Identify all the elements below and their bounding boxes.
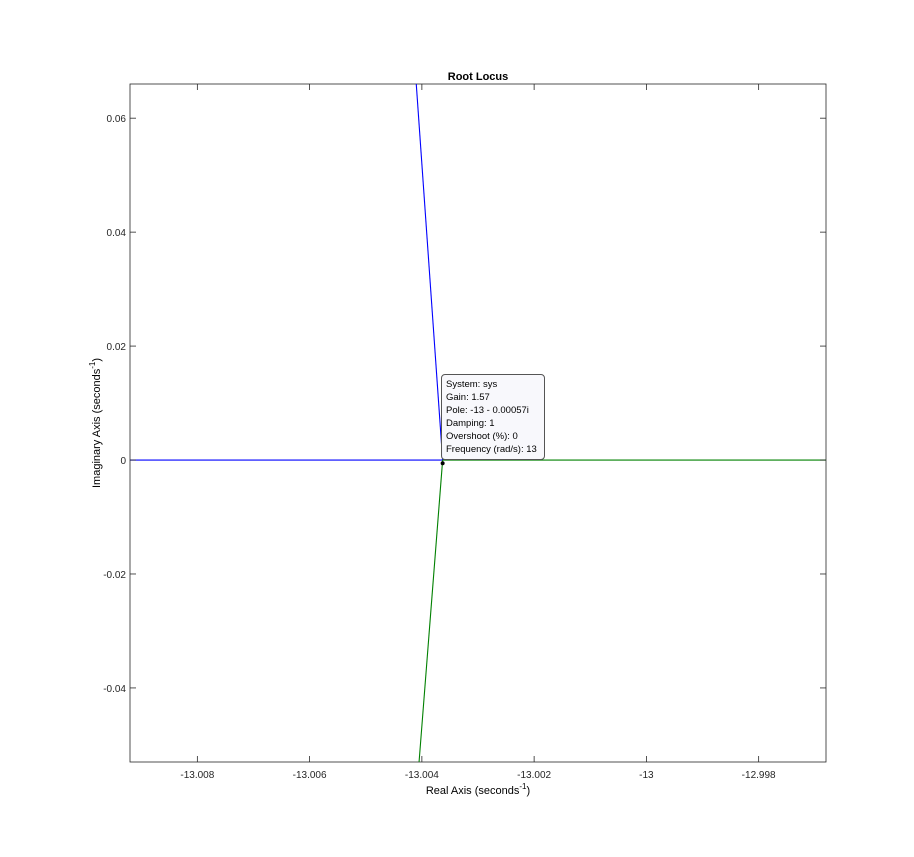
x-tick-label: -13.008 <box>180 770 214 781</box>
chart-title: Root Locus <box>448 71 509 83</box>
series-layer <box>130 83 826 763</box>
x-tick-label: -13.006 <box>293 770 327 781</box>
datatip-system: System: sys <box>446 379 498 390</box>
x-tick-label: -13.002 <box>517 770 551 781</box>
marker-layer <box>440 461 445 466</box>
y-tick-label: -0.04 <box>103 684 126 695</box>
datatip-damping: Damping: 1 <box>446 418 495 429</box>
y-tick-label: 0.06 <box>107 114 127 125</box>
x-axis-label: Real Axis (seconds-1) <box>426 782 530 797</box>
locus-branch-2-2 <box>418 459 444 763</box>
datatip-gain: Gain: 1.57 <box>446 392 490 403</box>
y-tick-label: 0 <box>120 456 126 467</box>
x-tick-label: -12.998 <box>742 770 776 781</box>
datatip-overshoot: Overshoot (%): 0 <box>446 431 518 442</box>
x-axis: -13.008 -13.006 -13.004 -13.002 -13 -12.998 <box>180 84 776 781</box>
locus-branch-1-2 <box>415 83 444 461</box>
data-tip[interactable]: System: sys Gain: 1.57 Pole: -13 - 0.000… <box>441 374 545 460</box>
y-tick-label: 0.02 <box>107 342 127 353</box>
y-tick-label: -0.02 <box>103 570 126 581</box>
x-tick-label: -13 <box>639 770 654 781</box>
y-axis: 0.06 0.04 0.02 0 -0.02 -0.04 <box>103 114 826 695</box>
x-tick-label: -13.004 <box>405 770 439 781</box>
datatip-marker[interactable] <box>440 461 445 466</box>
y-tick-label: 0.04 <box>107 228 127 239</box>
datatip-frequency: Frequency (rad/s): 13 <box>446 444 537 455</box>
y-axis-label: Imaginary Axis (seconds-1) <box>88 358 103 488</box>
datatip-pole: Pole: -13 - 0.00057i <box>446 405 529 416</box>
